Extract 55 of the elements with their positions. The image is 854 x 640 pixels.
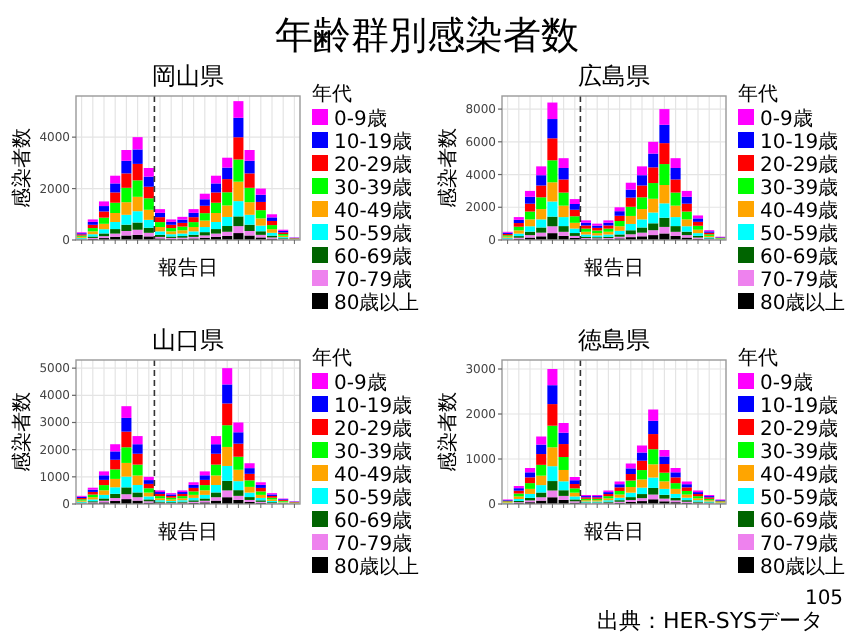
chart-title: 山口県 xyxy=(152,326,224,354)
legend-label: 20-29歳 xyxy=(334,417,413,441)
legend-label: 50-59歳 xyxy=(334,222,413,246)
legend-label: 60-69歳 xyxy=(334,245,413,269)
legend-label: 60-69歳 xyxy=(760,509,839,533)
legend-label: 50-59歳 xyxy=(760,222,839,246)
legend-label: 50-59歳 xyxy=(760,486,839,510)
legend-label: 40-49歳 xyxy=(760,463,839,487)
legend-label: 0-9歳 xyxy=(334,107,387,131)
chart-title: 徳島県 xyxy=(578,326,650,354)
legend-label: 20-29歳 xyxy=(334,153,413,177)
legend-label: 80歳以上 xyxy=(760,555,846,579)
x-axis-title: 報告日 xyxy=(584,256,644,280)
legend-label: 40-49歳 xyxy=(334,199,413,223)
legend-label: 10-19歳 xyxy=(760,130,839,154)
legend-label: 30-39歳 xyxy=(334,440,413,464)
x-axis-title: 報告日 xyxy=(584,520,644,544)
y-axis-title: 感染者数 xyxy=(436,128,460,208)
y-axis-title: 感染者数 xyxy=(10,392,34,472)
legend-label: 10-19歳 xyxy=(760,394,839,418)
x-axis-title: 報告日 xyxy=(158,520,218,544)
legend-label: 80歳以上 xyxy=(334,555,420,579)
legend-title: 年代 xyxy=(738,346,778,370)
chart-title: 広島県 xyxy=(578,62,650,90)
legend-label: 70-79歳 xyxy=(334,532,413,556)
legend-label: 60-69歳 xyxy=(334,509,413,533)
legend-label: 20-29歳 xyxy=(760,153,839,177)
source-note: 出典：HER-SYSデータ xyxy=(596,608,824,634)
legend-label: 40-49歳 xyxy=(334,463,413,487)
legend-label: 0-9歳 xyxy=(760,107,813,131)
legend-title: 年代 xyxy=(738,82,778,106)
legend-label: 60-69歳 xyxy=(760,245,839,269)
text: 年齢群別感染者数 xyxy=(275,14,579,58)
legend-label: 30-39歳 xyxy=(760,176,839,200)
legend-label: 20-29歳 xyxy=(760,417,839,441)
legend-label: 30-39歳 xyxy=(334,176,413,200)
legend-label: 10-19歳 xyxy=(334,394,413,418)
legend-label: 10-19歳 xyxy=(334,130,413,154)
legend-label: 0-9歳 xyxy=(334,371,387,395)
legend-title: 年代 xyxy=(312,346,352,370)
legend-label: 40-49歳 xyxy=(760,199,839,223)
legend-label: 70-79歳 xyxy=(334,268,413,292)
chart-title: 岡山県 xyxy=(152,62,224,90)
y-axis-title: 感染者数 xyxy=(436,392,460,472)
legend-label: 50-59歳 xyxy=(334,486,413,510)
legend-label: 70-79歳 xyxy=(760,532,839,556)
y-axis-title: 感染者数 xyxy=(10,128,34,208)
x-axis-title: 報告日 xyxy=(158,256,218,280)
text: 105 xyxy=(804,588,844,610)
legend-label: 0-9歳 xyxy=(760,371,813,395)
legend-title: 年代 xyxy=(312,82,352,106)
legend-label: 70-79歳 xyxy=(760,268,839,292)
legend-label: 80歳以上 xyxy=(760,291,846,315)
legend-label: 80歳以上 xyxy=(334,291,420,315)
legend-label: 30-39歳 xyxy=(760,440,839,464)
